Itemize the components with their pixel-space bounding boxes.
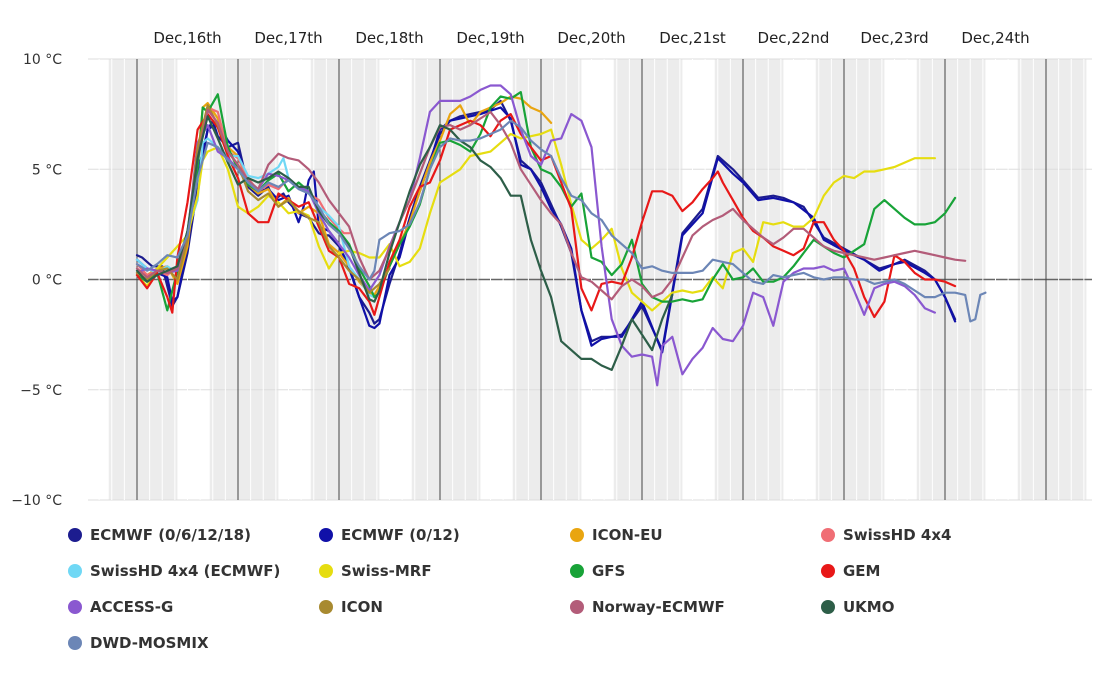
legend-item[interactable]: ICON [319,594,383,620]
x-day-label: Dec,23rd [860,29,928,47]
legend-item[interactable]: ECMWF (0/6/12/18) [68,522,251,548]
series-line-ukmo [135,115,674,371]
legend-dot-icon [68,636,82,650]
series-line-icon [135,104,391,294]
series-lines [135,84,987,387]
legend-label: UKMO [843,598,895,616]
legend-item[interactable]: SwissHD 4x4 [821,522,951,548]
x-day-label: Dec,18th [355,29,423,47]
x-day-label: Dec,21st [659,29,726,47]
legend-item[interactable]: GEM [821,558,881,584]
x-day-label: Dec,24th [961,29,1029,47]
legend-dot-icon [821,528,835,542]
legend-dot-icon [821,564,835,578]
legend-item[interactable]: UKMO [821,594,894,620]
legend-label: GEM [843,562,881,580]
y-tick-label: 5 °C [32,162,62,178]
series-line-norway-ecmwf [135,108,967,301]
legend-label: ICON-EU [592,526,663,544]
x-day-label: Dec,22nd [758,29,830,47]
y-tick-label: 0 °C [32,273,62,289]
legend-label: ACCESS-G [90,598,174,616]
axis-labels: 10 °C 5 °C 0 °C −5 °C −10 °C Dec,16th Dec,17th… [11,29,1029,509]
legend-label: SwissHD 4x4 (ECMWF) [90,562,281,580]
legend-item[interactable]: Norway-ECMWF [570,594,725,620]
series-line-swiss-mrf [135,128,936,312]
y-tick-label: 10 °C [23,52,62,68]
temperature-line-chart: 10 °C 5 °C 0 °C −5 °C −10 °C Dec,16th Dec,17th… [11,29,1092,509]
legend-item[interactable]: ACCESS-G [68,594,173,620]
legend-dot-icon [68,564,82,578]
vertical-gridlines [98,59,1085,500]
legend-dot-icon [570,528,584,542]
legend-dot-icon [319,528,333,542]
legend-item[interactable]: ICON-EU [570,522,663,548]
legend-item[interactable]: SwissHD 4x4 (ECMWF) [68,558,280,584]
legend-label: ICON [341,598,383,616]
legend-item[interactable]: ECMWF (0/12) [319,522,460,548]
legend-dot-icon [319,600,333,614]
legend-label: DWD-MOSMIX [90,634,209,652]
y-tick-label: −5 °C [20,383,62,399]
legend-dot-icon [68,528,82,542]
legend-dot-icon [68,600,82,614]
legend-item[interactable]: Swiss-MRF [319,558,432,584]
x-day-label: Dec,16th [153,29,221,47]
series-line-icon-eu [135,95,553,296]
x-day-label: Dec,20th [557,29,625,47]
legend-dot-icon [570,600,584,614]
legend-label: Swiss-MRF [341,562,432,580]
legend-dot-icon [319,564,333,578]
legend-item[interactable]: GFS [570,558,625,584]
legend-label: SwissHD 4x4 [843,526,952,544]
legend-label: ECMWF (0/12) [341,526,460,544]
series-line-gfs [135,91,957,312]
legend-label: GFS [592,562,626,580]
series-line-access-g [135,84,936,387]
legend-label: ECMWF (0/6/12/18) [90,526,251,544]
legend-dot-icon [570,564,584,578]
legend-label: Norway-ECMWF [592,598,725,616]
x-day-label: Dec,19th [456,29,524,47]
x-day-label: Dec,17th [254,29,322,47]
series-line-gem [135,113,957,319]
series-line-dwd-mosmix [135,119,987,323]
y-tick-label: −10 °C [11,493,62,509]
legend-dot-icon [821,600,835,614]
legend-item[interactable]: DWD-MOSMIX [68,630,209,656]
